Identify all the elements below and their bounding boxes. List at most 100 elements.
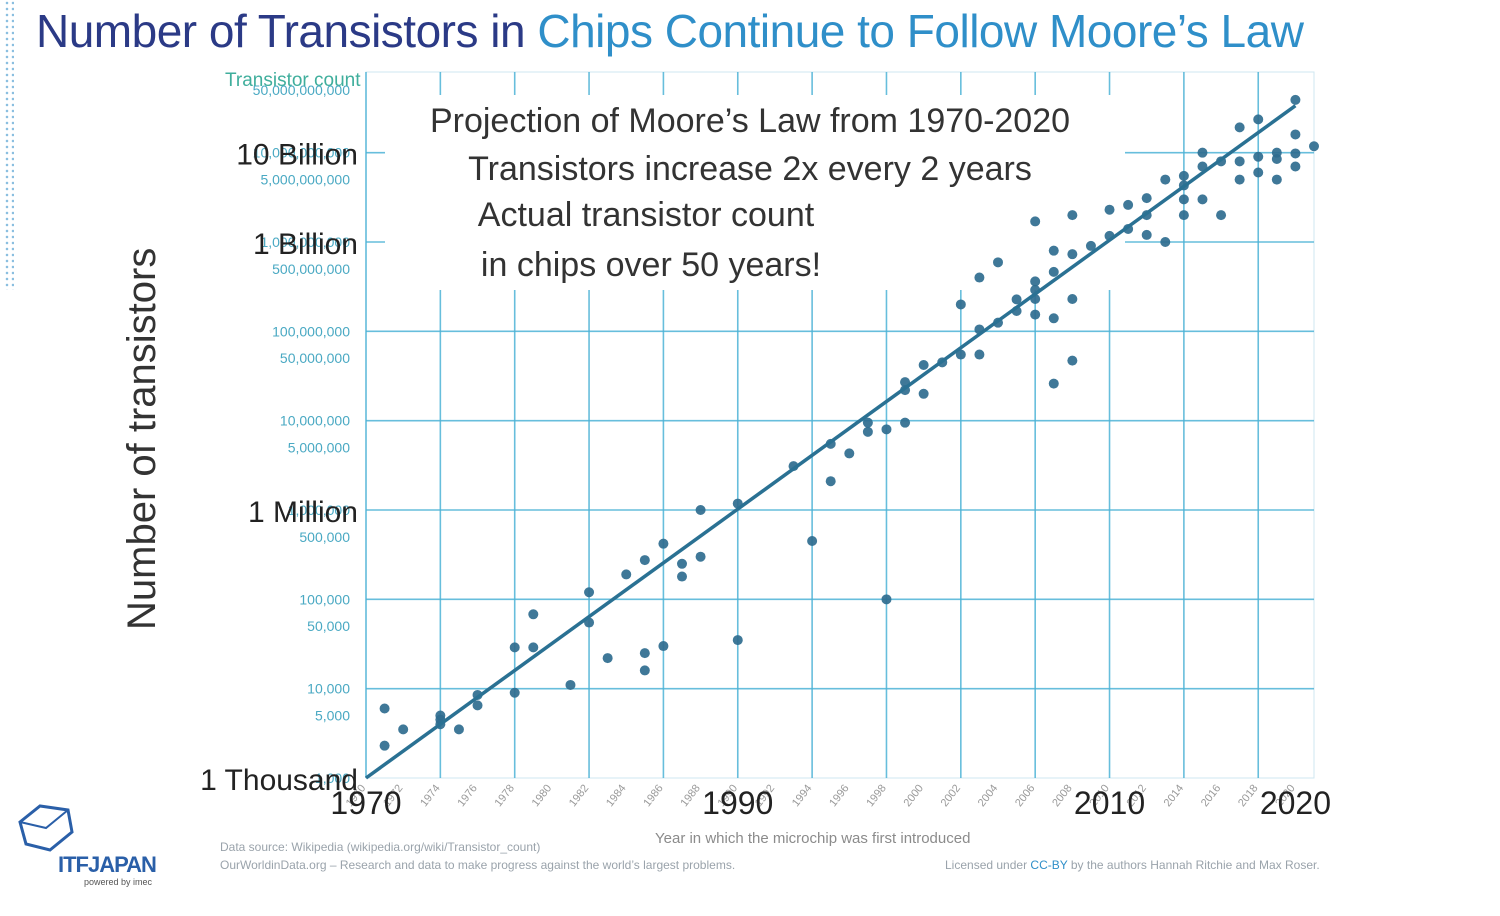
- data-point: [398, 724, 409, 735]
- data-point: [1253, 167, 1264, 178]
- y-tick-label-small: 100,000: [299, 591, 350, 607]
- data-point: [1160, 174, 1171, 185]
- y-tick-label-small: 1,000,000: [288, 502, 350, 518]
- data-point: [844, 448, 855, 459]
- decorative-dots: [4, 0, 14, 290]
- ourworldindata-line: OurWorldinData.org – Research and data t…: [220, 858, 736, 872]
- data-point: [955, 349, 966, 360]
- x-tick-label-big: 1990: [702, 785, 773, 821]
- y-tick-label-small: 50,000: [307, 618, 350, 634]
- data-point: [881, 594, 892, 605]
- y-tick-label-small: 10,000: [307, 681, 350, 697]
- data-point: [1048, 266, 1059, 277]
- data-point: [1234, 122, 1245, 133]
- annotation-line: Projection of Moore’s Law from 1970-2020: [430, 102, 1070, 140]
- annotation-background: [385, 95, 1125, 290]
- data-point: [1067, 355, 1078, 366]
- data-point: [509, 687, 520, 698]
- data-point: [1216, 210, 1227, 221]
- data-point: [658, 641, 669, 652]
- data-point: [1290, 161, 1301, 172]
- data-point: [807, 535, 818, 546]
- data-point: [528, 642, 539, 653]
- license-suffix: by the authors Hannah Ritchie and Max Ro…: [1070, 858, 1320, 872]
- y-tick-label-big: 10 Billion: [236, 139, 358, 172]
- data-point: [1123, 199, 1134, 210]
- license-prefix: Licensed under: [945, 858, 1028, 872]
- data-point: [1141, 229, 1152, 240]
- y-tick-label-small: 1,000: [315, 770, 350, 786]
- itf-logo-icon: [18, 804, 74, 852]
- x-tick-label-small: 1982: [567, 782, 592, 809]
- x-tick-label-small: 1994: [790, 782, 815, 809]
- title-part-dark: Number of Transistors in: [36, 5, 526, 57]
- data-point: [1178, 170, 1189, 181]
- data-point: [862, 417, 873, 428]
- y-tick-label-small: 5,000,000,000: [260, 172, 350, 188]
- y-tick-label-small: 10,000,000,000: [253, 145, 351, 161]
- data-point: [1067, 210, 1078, 221]
- data-point: [918, 359, 929, 370]
- data-point: [565, 679, 576, 690]
- data-point: [695, 505, 706, 516]
- y-tick-label-small: 5,000,000: [288, 440, 350, 456]
- data-point: [639, 665, 650, 676]
- y-axis-title: Number of transistors: [120, 247, 164, 630]
- annotation-line: in chips over 50 years!: [481, 246, 821, 284]
- data-point: [974, 349, 985, 360]
- y-axis-small-title: Transistor count: [225, 70, 361, 91]
- x-tick-label-small: 2008: [1050, 782, 1075, 809]
- x-tick-label-big: 2010: [1074, 785, 1145, 821]
- logo-text: ITFJAPAN: [58, 852, 157, 877]
- data-point: [472, 700, 483, 711]
- license-link[interactable]: CC-BY: [1030, 858, 1068, 872]
- y-tick-label-small: 5,000: [315, 708, 350, 724]
- x-tick-label-small: 2006: [1013, 782, 1038, 809]
- title-part-light: Chips Continue to Follow Moore’s Law: [537, 5, 1304, 57]
- data-point: [1234, 156, 1245, 167]
- annotation-line: Actual transistor count: [478, 196, 815, 234]
- data-point: [584, 587, 595, 598]
- data-point: [509, 642, 520, 653]
- data-point: [658, 538, 669, 549]
- data-point: [677, 571, 687, 582]
- data-point: [1178, 194, 1189, 205]
- data-point: [1309, 141, 1319, 152]
- data-point: [1067, 249, 1078, 260]
- data-point: [528, 609, 539, 620]
- x-tick-label-small: 1980: [530, 782, 555, 809]
- data-point: [1290, 148, 1301, 159]
- y-tick-label-small: 1,000,000,000: [260, 234, 350, 250]
- y-tick-label-small: 50,000,000: [280, 350, 350, 366]
- data-point: [453, 724, 464, 735]
- logo-subtitle: powered by imec: [84, 877, 153, 887]
- y-tick-label-big: 1 Thousand: [200, 764, 358, 797]
- x-tick-label-big: 2020: [1260, 785, 1331, 821]
- x-tick-label-small: 1978: [493, 782, 518, 809]
- data-point: [379, 740, 390, 751]
- data-point: [621, 569, 632, 580]
- data-point: [993, 257, 1003, 268]
- data-point: [881, 424, 892, 435]
- data-point: [1234, 174, 1245, 185]
- data-point: [900, 417, 911, 428]
- data-point: [602, 653, 613, 664]
- x-tick-label-small: 2018: [1236, 782, 1261, 809]
- data-point: [1178, 210, 1189, 221]
- data-point: [1048, 245, 1059, 256]
- data-point: [1253, 151, 1264, 162]
- x-tick-label-small: 1998: [864, 782, 889, 809]
- x-axis-title: Year in which the microchip was first in…: [655, 830, 971, 847]
- data-point: [1048, 313, 1059, 324]
- data-point: [1030, 216, 1041, 227]
- data-point: [379, 703, 390, 714]
- license-line: Licensed under CC-BY by the authors Hann…: [945, 858, 1320, 872]
- x-tick-label-small: 1984: [604, 782, 629, 809]
- y-tick-label-small: 100,000,000: [272, 323, 350, 339]
- y-tick-label-small: 10,000,000: [280, 413, 350, 429]
- data-point: [918, 388, 929, 399]
- data-point: [1197, 147, 1208, 158]
- moores-law-trend-line: [364, 104, 1297, 780]
- data-point: [974, 272, 985, 283]
